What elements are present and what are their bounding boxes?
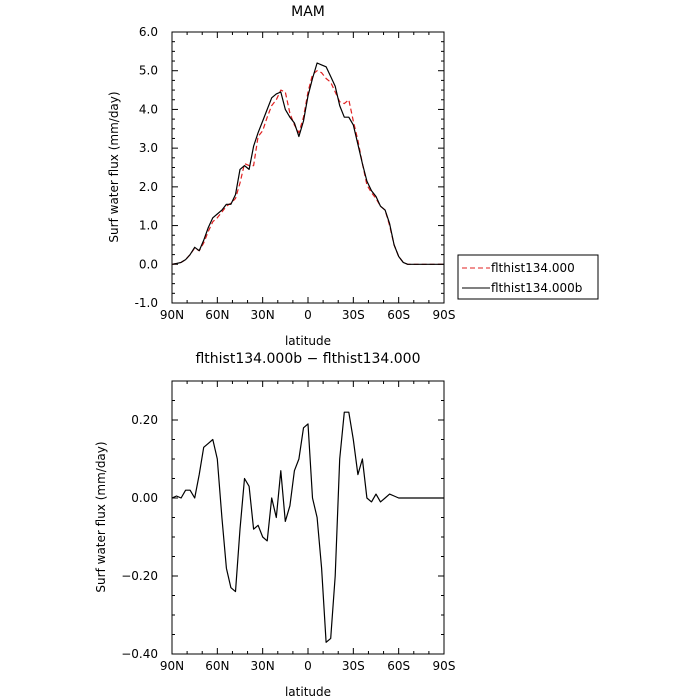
bottom-series-line-0	[171, 411, 444, 643]
bottom-axis-ticks: 90N 60N 30N 0 30S 60S 90S −0.40 −0.20 0.00 0.20	[121, 380, 456, 673]
top-y-tick-label: 1.0	[139, 219, 158, 233]
top-x-tick-label: 60N	[205, 308, 229, 322]
legend-box	[457, 254, 599, 300]
legend-label-flthist134-000b: flthist134.000b	[491, 281, 582, 295]
top-x-tick-label: 30N	[251, 308, 275, 322]
legend: flthist134.000 flthist134.000b	[457, 254, 599, 300]
bottom-x-tick-label: 30N	[251, 659, 275, 673]
top-y-tick-label: 2.0	[139, 180, 158, 194]
bottom-y-tick-label: 0.20	[131, 413, 158, 427]
bottom-chart: flthist134.000b − flthist134.000 90N 60N 3…	[94, 351, 455, 699]
top-y-tick-label: 5.0	[139, 64, 158, 78]
top-y-tick-label: 4.0	[139, 102, 158, 116]
top-x-tick-label: 90N	[160, 308, 184, 322]
bottom-x-axis-label: latitude	[285, 685, 331, 699]
bottom-series-group	[171, 411, 444, 643]
top-series-line-flthist134-000	[171, 70, 444, 265]
top-series-line-flthist134-000b	[171, 62, 444, 265]
top-y-axis-label: Surf water flux (mm/day)	[107, 91, 121, 242]
bottom-x-tick-label: 60N	[205, 659, 229, 673]
top-x-axis-label: latitude	[285, 334, 331, 348]
bottom-x-tick-label: 60S	[387, 659, 410, 673]
top-x-tick-label: 60S	[387, 308, 410, 322]
bottom-x-tick-label: 0	[304, 659, 312, 673]
top-series-group	[171, 62, 444, 265]
top-x-tick-label: 0	[304, 308, 312, 322]
bottom-x-tick-label: 30S	[342, 659, 365, 673]
bottom-x-tick-label: 90N	[160, 659, 184, 673]
bottom-y-tick-label: 0.00	[131, 491, 158, 505]
top-chart: MAM 90N 60N 30N 0 30S 60S 90S -1.0 0.0 1.0 2.0 3.0 4…	[107, 4, 455, 348]
legend-label-flthist134-000: flthist134.000	[491, 261, 575, 275]
top-y-tick-label: -1.0	[135, 296, 158, 310]
bottom-x-tick-label: 90S	[433, 659, 456, 673]
top-x-tick-label: 30S	[342, 308, 365, 322]
top-chart-title: MAM	[291, 4, 325, 20]
bottom-y-tick-label: −0.20	[121, 569, 158, 583]
bottom-plot-frame	[171, 380, 445, 655]
top-axis-ticks: 90N 60N 30N 0 30S 60S 90S -1.0 0.0 1.0 2.0 3.0 4.0 5.…	[135, 25, 456, 322]
top-y-tick-label: 0.0	[139, 257, 158, 271]
top-y-tick-label: 3.0	[139, 141, 158, 155]
top-y-tick-label: 6.0	[139, 25, 158, 39]
bottom-y-tick-label: −0.40	[121, 647, 158, 661]
bottom-y-axis-label: Surf water flux (mm/day)	[94, 441, 108, 592]
bottom-chart-title: flthist134.000b − flthist134.000	[195, 351, 420, 367]
top-x-tick-label: 90S	[433, 308, 456, 322]
